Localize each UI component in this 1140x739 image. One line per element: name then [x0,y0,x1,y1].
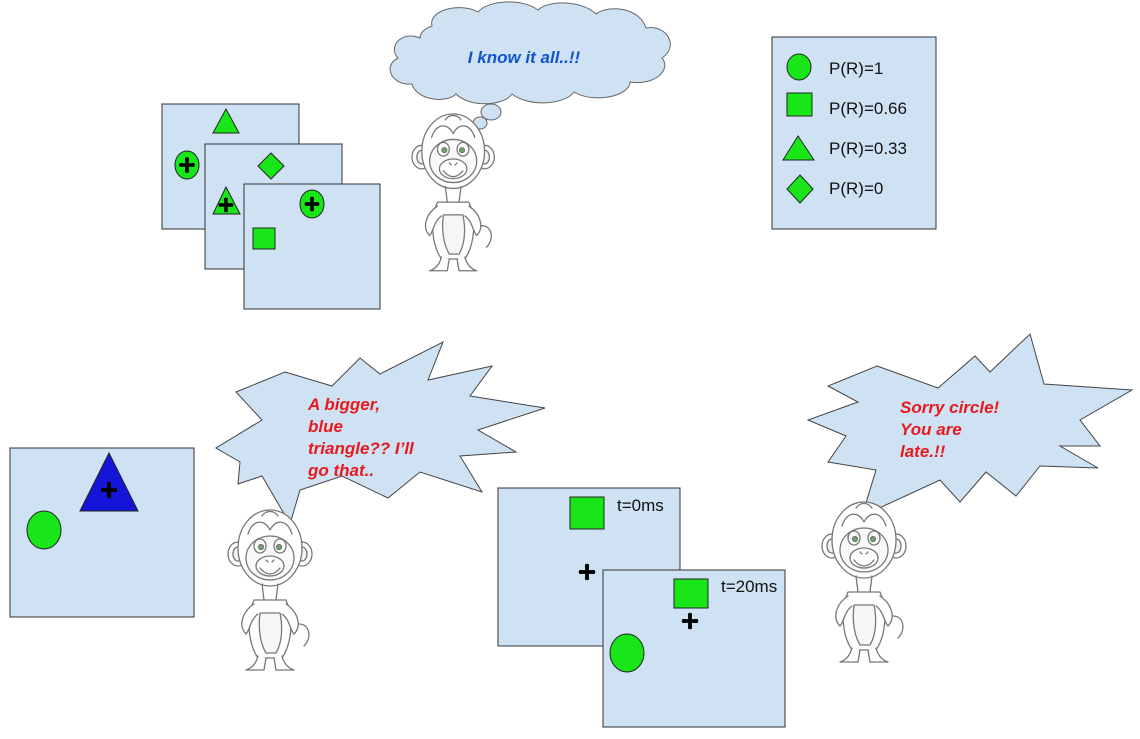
timeline-label: t=0ms [617,496,664,515]
thought-dot [480,103,502,121]
big-triangle-panel [9,447,195,618]
square-shape [569,496,605,530]
speech-line: go that.. [307,461,374,480]
square-shape [252,227,276,250]
square-icon [786,92,813,117]
thought-cloud [389,1,671,105]
speech-line: Sorry circle! [900,398,1000,417]
timeline-label: t=20ms [721,577,777,596]
triangle-shape [212,107,240,134]
monkey-figure [821,501,907,663]
timeline-panels: t=0ms t=20ms [497,487,786,728]
legend-label: P(R)=0.66 [829,99,907,118]
legend-label: P(R)=0 [829,179,883,198]
speech-text: Sorry circle! You are late.!! [900,398,1004,461]
thought-text: I know it all..!! [468,48,581,67]
speech-starburst [215,340,546,526]
legend-label: P(R)=0.33 [829,139,907,158]
speech-bubble-right: Sorry circle! You are late.!! [806,333,1134,517]
circle-shape [26,510,62,550]
circle-shape [609,633,645,673]
diamond-icon [786,174,814,204]
speech-line: blue [308,417,343,436]
speech-text: A bigger, blue triangle?? I’ll go that.. [307,395,419,480]
diamond-shape [257,152,285,180]
triangle-icon [782,135,815,161]
thought-bubble: I know it all..!! [389,1,671,130]
monkey-figure [227,509,313,671]
legend-label: P(R)=1 [829,59,883,78]
speech-starburst [806,333,1134,517]
speech-line: late.!! [900,442,946,461]
monkey-figure [411,113,495,272]
circle-icon [786,53,812,81]
speech-line: triangle?? I’ll [308,439,415,458]
speech-bubble-left: A bigger, blue triangle?? I’ll go that.. [215,340,546,526]
legend: P(R)=1 P(R)=0.66 P(R)=0.33 P(R)=0 [771,36,937,230]
speech-line: You are [900,420,962,439]
stacked-trial-panels [161,103,381,310]
speech-line: A bigger, [307,395,380,414]
square-shape [673,578,709,609]
